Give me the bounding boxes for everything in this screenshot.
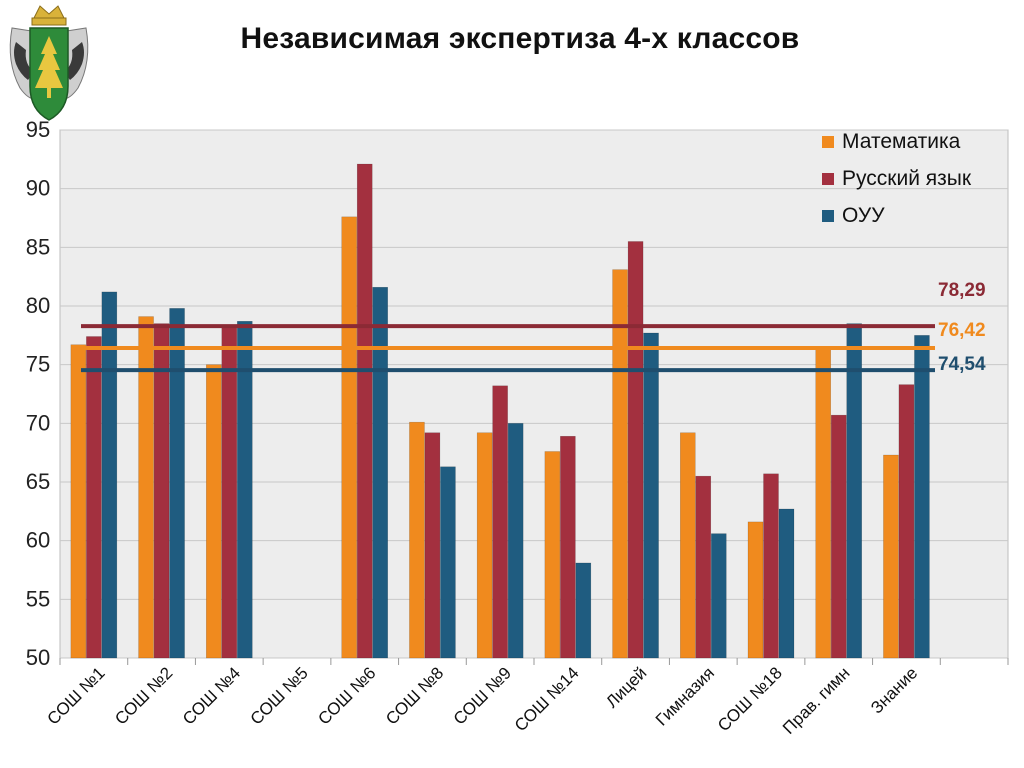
bar-math (612, 269, 628, 659)
x-tick-label: СОШ №1 (44, 663, 109, 728)
bar-ouu (643, 332, 659, 659)
legend-label: ОУУ (842, 204, 885, 227)
bar-ouu (846, 323, 862, 659)
bar-math (883, 454, 899, 659)
bar-russian (424, 432, 441, 659)
y-tick-label: 60 (26, 528, 50, 553)
x-tick-label: СОШ №18 (714, 663, 786, 735)
x-tick-label: СОШ №14 (511, 663, 583, 735)
bar-math (747, 521, 764, 659)
bar-math (341, 216, 357, 659)
bar-ouu (169, 308, 185, 659)
legend: Математика Русский язык ОУУ (822, 130, 972, 227)
x-tick-label: СОШ №9 (450, 663, 515, 728)
x-tick-label: СОШ №6 (314, 663, 379, 728)
bar-russian (830, 414, 847, 659)
average-line-label: 76,42 (938, 320, 986, 341)
y-tick-label: 95 (26, 117, 50, 142)
bar-russian (221, 325, 238, 659)
bar-russian (356, 163, 373, 659)
bar-russian (560, 435, 576, 659)
bar-russian (763, 473, 779, 659)
y-tick-label: 85 (26, 234, 50, 259)
y-tick-label: 80 (26, 293, 50, 318)
bar-ouu (237, 321, 253, 659)
bar-math (544, 451, 561, 659)
bars (70, 163, 930, 659)
bar-ouu (914, 335, 930, 659)
bar-ouu (711, 533, 727, 659)
x-tick-label: СОШ №5 (247, 663, 312, 728)
average-lines: 78,29 76,42 74,54 (81, 280, 986, 375)
bar-russian (153, 323, 170, 659)
bar-russian (492, 385, 508, 659)
y-tick-label: 55 (26, 586, 50, 611)
bar-math (138, 316, 154, 659)
bar-math (680, 432, 696, 659)
average-line-label: 74,54 (938, 354, 986, 375)
coat-of-arms-logo (9, 5, 89, 121)
x-axis-tick-labels: СОШ №1 СОШ №2 СОШ №4 СОШ №5 СОШ №6 СОШ №8 СОШ … (44, 663, 922, 738)
y-tick-label: 70 (26, 410, 50, 435)
legend-label: Математика (842, 130, 961, 153)
bar-math (206, 364, 222, 659)
bar-russian (627, 241, 644, 659)
bar-ouu (101, 291, 118, 659)
bar-russian (695, 475, 712, 659)
page-title: Независимая экспертиза 4-х классов (240, 22, 800, 55)
x-tick-label: СОШ №4 (179, 663, 244, 728)
legend-swatch (822, 210, 834, 222)
bar-math (409, 421, 425, 659)
bar-math (476, 432, 493, 659)
average-line-label: 78,29 (938, 280, 986, 301)
bar-math (70, 344, 87, 659)
y-tick-label: 75 (26, 352, 50, 377)
bar-russian (898, 384, 915, 659)
legend-label: Русский язык (842, 167, 972, 190)
y-axis-tick-labels: 50 55 60 65 70 75 80 85 90 95 (26, 117, 50, 670)
y-tick-label: 90 (26, 176, 50, 201)
legend-swatch (822, 173, 834, 185)
bar-ouu (575, 562, 592, 659)
y-tick-label: 65 (26, 469, 50, 494)
bar-ouu (778, 508, 795, 659)
bar-ouu (440, 466, 456, 659)
x-tick-label: Знание (867, 663, 921, 717)
y-tick-label: 50 (26, 645, 50, 670)
bar-ouu (372, 286, 388, 659)
bar-russian (86, 336, 102, 659)
legend-swatch (822, 136, 834, 148)
x-tick-label: Лицей (602, 663, 650, 711)
bar-ouu (507, 423, 524, 659)
x-tick-label: Прав. гимн (779, 663, 854, 738)
bar-math (815, 347, 831, 659)
x-tick-label: СОШ №2 (111, 663, 176, 728)
x-tick-label: Гимназия (652, 663, 718, 729)
x-tick-label: СОШ №8 (382, 663, 447, 728)
